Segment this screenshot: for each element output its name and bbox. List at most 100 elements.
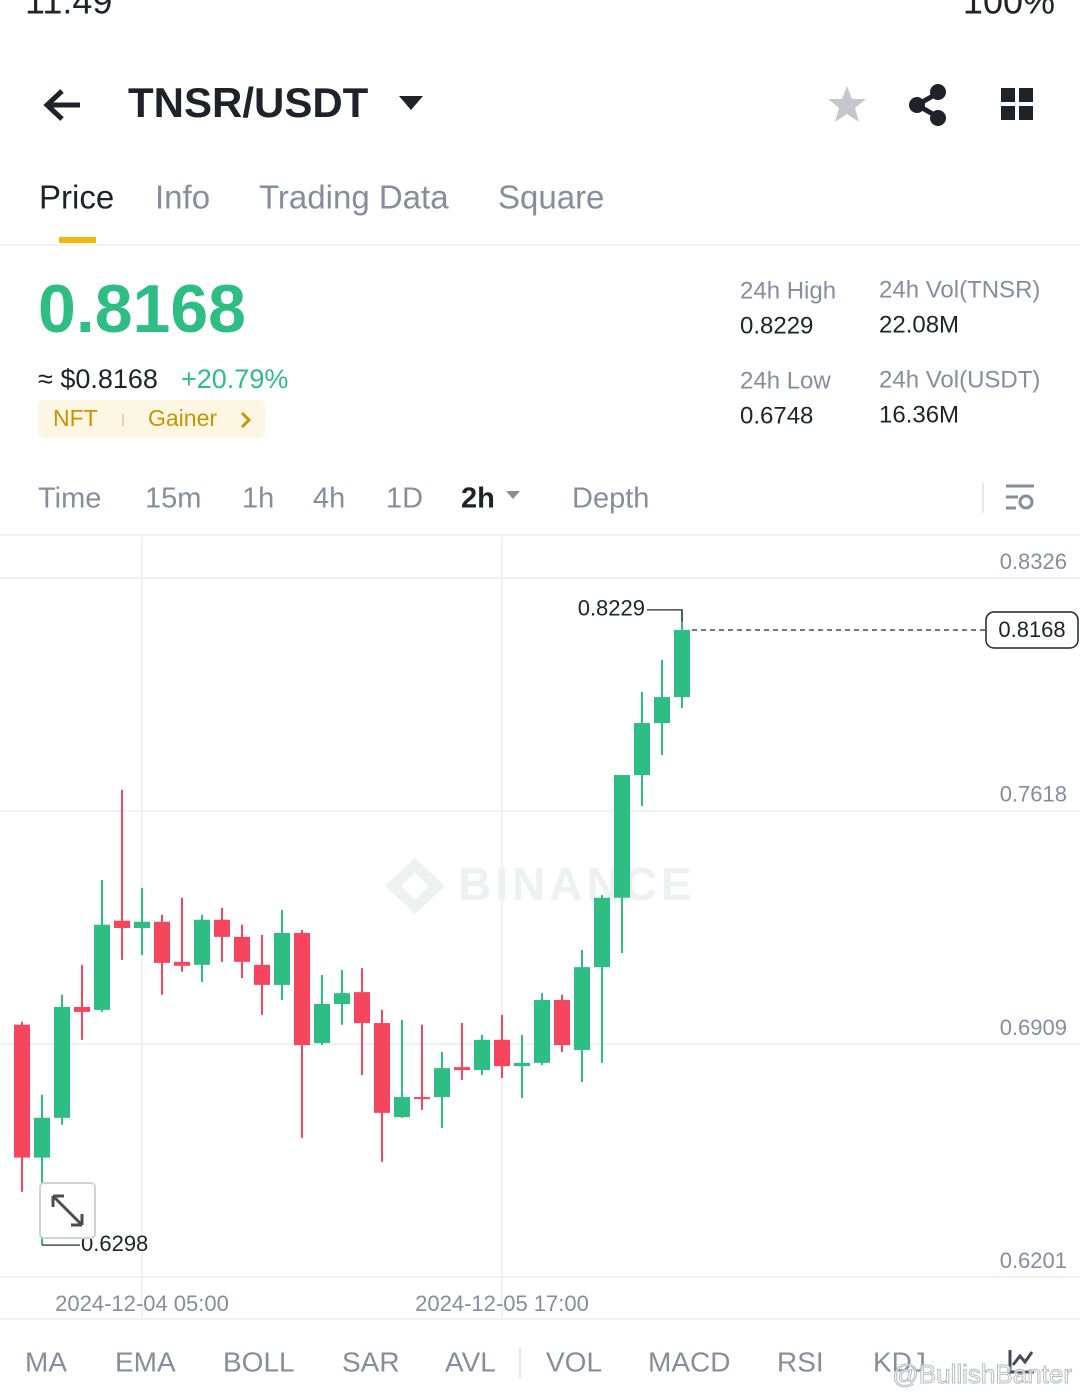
pair-dropdown[interactable] xyxy=(399,96,423,110)
candle-body xyxy=(274,932,290,985)
candle-body xyxy=(34,1117,50,1158)
tag-box[interactable] xyxy=(38,400,265,438)
x-tick-label: 2024-12-04 05:00 xyxy=(55,1291,229,1316)
stat-value: 0.8229 xyxy=(740,312,813,339)
candle-body xyxy=(374,1023,390,1113)
interval[interactable]: 4h xyxy=(313,483,345,515)
candle-body xyxy=(634,723,650,776)
high-label: 0.8229 xyxy=(578,596,645,621)
candle-body xyxy=(654,697,670,724)
candle-body xyxy=(474,1039,490,1071)
candle-body xyxy=(594,897,610,968)
y-tick-label: 0.6201 xyxy=(1000,1248,1067,1273)
chart-settings[interactable] xyxy=(1006,484,1034,510)
stat-label: 24h Vol(TNSR) xyxy=(879,276,1040,303)
interval[interactable]: Time xyxy=(38,483,101,515)
credit-watermark: @BullishBanter xyxy=(892,1359,1072,1389)
y-tick-label: 0.7618 xyxy=(1000,782,1067,807)
high-marker xyxy=(647,609,683,622)
tab-indicator xyxy=(59,237,96,243)
candle-body xyxy=(514,1062,530,1067)
interval[interactable]: Depth xyxy=(572,483,649,515)
stat-value: 16.36M xyxy=(879,401,959,428)
tab[interactable]: Info xyxy=(155,179,210,216)
back-button[interactable] xyxy=(43,89,80,121)
candle-body xyxy=(554,1000,570,1046)
tab[interactable]: Trading Data xyxy=(259,179,449,216)
candle-body xyxy=(414,1097,430,1100)
indicator-tab[interactable]: VOL xyxy=(546,1346,602,1377)
candle-body xyxy=(74,1006,90,1012)
y-tick-label: 0.8326 xyxy=(1000,549,1067,574)
candle-body xyxy=(574,967,590,1051)
stat-value: 0.6748 xyxy=(740,402,813,429)
divider xyxy=(0,534,1080,536)
candle-body xyxy=(614,775,630,898)
tab[interactable]: Square xyxy=(498,179,604,216)
candle-body xyxy=(354,992,370,1024)
stat-label: 24h Vol(USDT) xyxy=(879,366,1040,393)
chart: BINANCE 0.8326 0.7618 0.6909 0.6201 2024-12-0… xyxy=(0,537,1080,1318)
fiat-price: ≈ $0.8168 xyxy=(38,364,158,394)
last-price-box xyxy=(985,611,1079,649)
status-battery: 100% xyxy=(963,0,1055,22)
candle-body xyxy=(94,924,110,1010)
divider xyxy=(0,244,1080,246)
candle-body xyxy=(14,1024,30,1158)
layout-button[interactable] xyxy=(1001,88,1033,120)
interval[interactable]: 1D xyxy=(386,483,423,515)
candle-body xyxy=(174,961,190,966)
pair-title[interactable]: TNSR/USDT xyxy=(128,79,369,126)
status-time: 11:49 xyxy=(25,0,112,22)
indicator-tab[interactable]: KDJ xyxy=(873,1346,926,1377)
indicator-tab[interactable]: MA xyxy=(25,1346,67,1377)
candle-body xyxy=(214,919,230,937)
tag[interactable]: NFT xyxy=(53,405,98,431)
candle-body xyxy=(54,1006,70,1118)
candle-body xyxy=(434,1068,450,1098)
indicator-tab[interactable]: AVL xyxy=(445,1346,496,1377)
candle-body xyxy=(334,993,350,1004)
x-tick-label: 2024-12-05 17:00 xyxy=(415,1291,589,1316)
tab-active[interactable]: Price xyxy=(39,179,114,216)
stat-label: 24h High xyxy=(740,277,836,304)
divider xyxy=(0,1318,1080,1320)
expand-button[interactable] xyxy=(39,1182,96,1239)
watermark-logo xyxy=(385,858,445,914)
tag-chevron xyxy=(240,411,252,429)
interval[interactable]: 15m xyxy=(145,483,201,515)
last-price: 0.8168 xyxy=(38,271,246,347)
candle-body xyxy=(254,964,270,985)
favorite-star[interactable] xyxy=(828,86,866,122)
stat-label: 24h Low xyxy=(740,367,831,394)
price-change: +20.79% xyxy=(181,364,288,394)
indicator-tab[interactable]: SAR xyxy=(342,1346,400,1377)
candle-body xyxy=(194,919,210,965)
candle-body xyxy=(494,1039,510,1067)
indicator-settings[interactable] xyxy=(1008,1350,1034,1374)
candle-body xyxy=(394,1097,410,1118)
indicator-tab[interactable]: EMA xyxy=(115,1346,176,1377)
indicator-tab[interactable]: RSI xyxy=(777,1346,824,1377)
watermark: BINANCE xyxy=(458,858,696,910)
candle-body xyxy=(114,920,130,928)
candle-body xyxy=(134,921,150,928)
indicator-bar: MA EMA BOLL SAR AVL VOL MACD RSI KDJ xyxy=(25,1346,926,1377)
interval[interactable]: 1h xyxy=(242,483,274,515)
indicator-tab[interactable]: MACD xyxy=(648,1346,730,1377)
stat-value: 22.08M xyxy=(879,311,959,338)
candle-body xyxy=(314,1003,330,1044)
indicator-tab[interactable]: BOLL xyxy=(223,1346,295,1377)
candle-body xyxy=(674,629,690,698)
share-button[interactable] xyxy=(909,84,946,126)
tag[interactable]: Gainer xyxy=(148,405,217,431)
interval-active[interactable]: 2h xyxy=(461,483,495,515)
candle-body xyxy=(154,921,170,963)
last-price-label: 0.8168 xyxy=(998,617,1065,642)
candle-body xyxy=(294,932,310,1046)
y-tick-label: 0.6909 xyxy=(1000,1015,1067,1040)
candle-body xyxy=(454,1067,470,1071)
interval-dropdown[interactable] xyxy=(506,491,520,499)
